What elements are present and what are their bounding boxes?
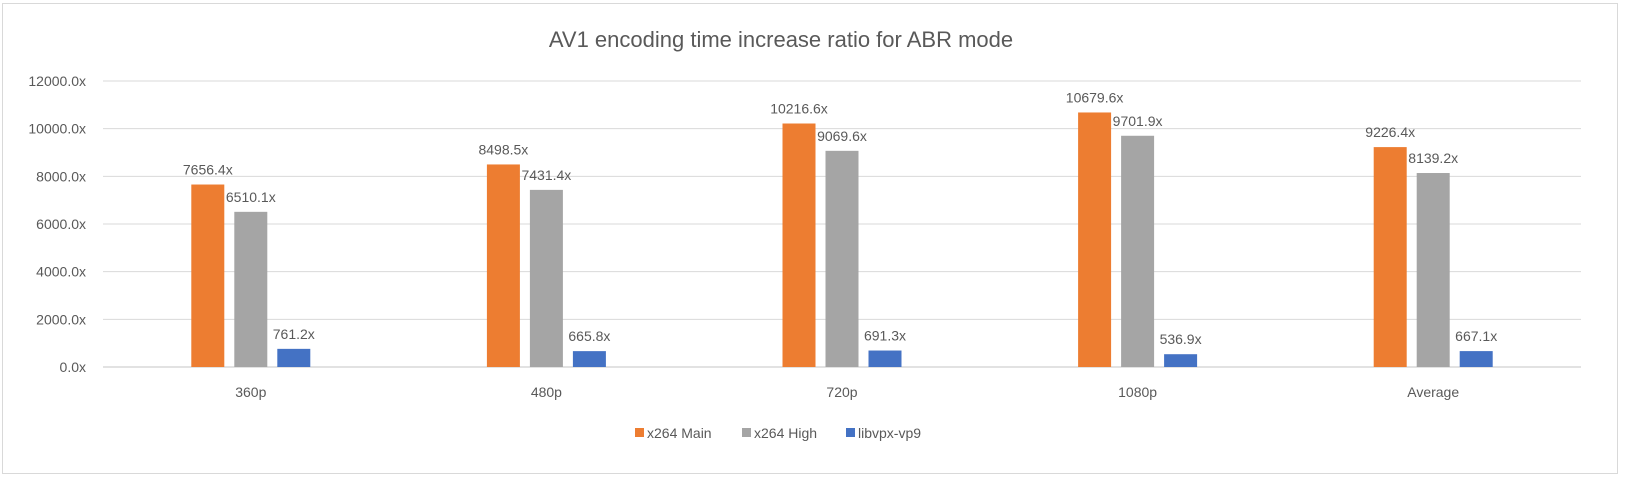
data-label: 8139.2x [1408, 150, 1458, 166]
x-tick-label: 480p [531, 384, 562, 400]
y-tick-label: 6000.0x [36, 216, 86, 232]
data-label: 8498.5x [478, 141, 528, 157]
data-label: 761.2x [273, 326, 315, 342]
legend-swatch [846, 428, 855, 437]
legend-label: x264 High [754, 425, 817, 441]
bar [529, 189, 563, 367]
bar [782, 123, 816, 367]
bar [191, 184, 225, 367]
data-label: 10216.6x [770, 101, 828, 117]
bar [1416, 173, 1450, 367]
data-label: 7656.4x [183, 162, 233, 178]
bar [1164, 354, 1198, 367]
data-label: 10679.6x [1066, 89, 1124, 105]
data-label: 9226.4x [1365, 124, 1415, 140]
y-tick-label: 4000.0x [36, 264, 86, 280]
y-tick-label: 10000.0x [28, 121, 86, 137]
legend-label: libvpx-vp9 [858, 425, 921, 441]
data-label: 691.3x [864, 328, 906, 344]
y-tick-label: 8000.0x [36, 168, 86, 184]
legend-label: x264 Main [647, 425, 712, 441]
y-tick-label: 2000.0x [36, 311, 86, 327]
data-label: 6510.1x [226, 189, 276, 205]
bar [868, 350, 902, 367]
bar [486, 164, 520, 367]
data-label: 536.9x [1160, 331, 1202, 347]
x-tick-label: 360p [235, 384, 266, 400]
data-label: 665.8x [568, 328, 610, 344]
legend-swatch [742, 428, 751, 437]
legend-swatch [635, 428, 644, 437]
bar [1459, 351, 1493, 367]
x-tick-label: Average [1407, 384, 1459, 400]
bar [234, 211, 268, 367]
bar [1078, 112, 1112, 367]
data-label: 7431.4x [521, 167, 571, 183]
chart-title: AV1 encoding time increase ratio for ABR… [549, 27, 1013, 52]
bar [1121, 135, 1155, 367]
bar [1373, 147, 1407, 367]
data-label: 667.1x [1455, 328, 1497, 344]
y-tick-label: 0.0x [60, 359, 86, 375]
x-tick-label: 1080p [1118, 384, 1157, 400]
data-label: 9069.6x [817, 128, 867, 144]
y-tick-label: 12000.0x [28, 73, 86, 89]
bar [825, 150, 859, 367]
bar [572, 351, 606, 367]
data-label: 9701.9x [1113, 113, 1163, 129]
bar [277, 348, 311, 367]
x-tick-label: 720p [826, 384, 857, 400]
